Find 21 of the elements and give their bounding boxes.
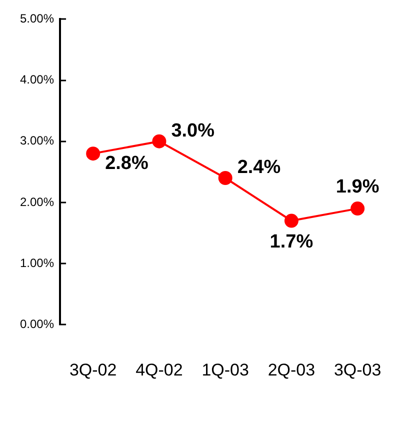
data-label: 2.8% <box>105 152 148 174</box>
y-tick-label: 3.00% <box>20 134 54 148</box>
data-label: 3.0% <box>171 120 215 142</box>
x-tick-label: 1Q-03 <box>202 360 249 380</box>
x-tick-label: 2Q-03 <box>268 360 316 380</box>
x-tick-label: 3Q-02 <box>69 360 117 380</box>
y-tick-label: 4.00% <box>20 72 54 87</box>
data-label: 1.7% <box>270 232 314 252</box>
point <box>284 214 298 228</box>
point <box>152 134 166 148</box>
x-tick-label: 4Q-02 <box>136 360 183 380</box>
y-tick-label: 1.00% <box>20 256 54 270</box>
point <box>350 202 365 216</box>
y-tick-label: 0.00% <box>20 316 54 331</box>
point <box>218 171 232 186</box>
point <box>86 146 100 161</box>
y-tick-label: 5.00% <box>20 12 54 26</box>
data-label: 2.4% <box>237 157 281 178</box>
data-label: 1.9% <box>336 176 380 198</box>
x-tick-label: 3Q-03 <box>334 360 382 380</box>
y-tick-label: 2.00% <box>20 194 54 209</box>
